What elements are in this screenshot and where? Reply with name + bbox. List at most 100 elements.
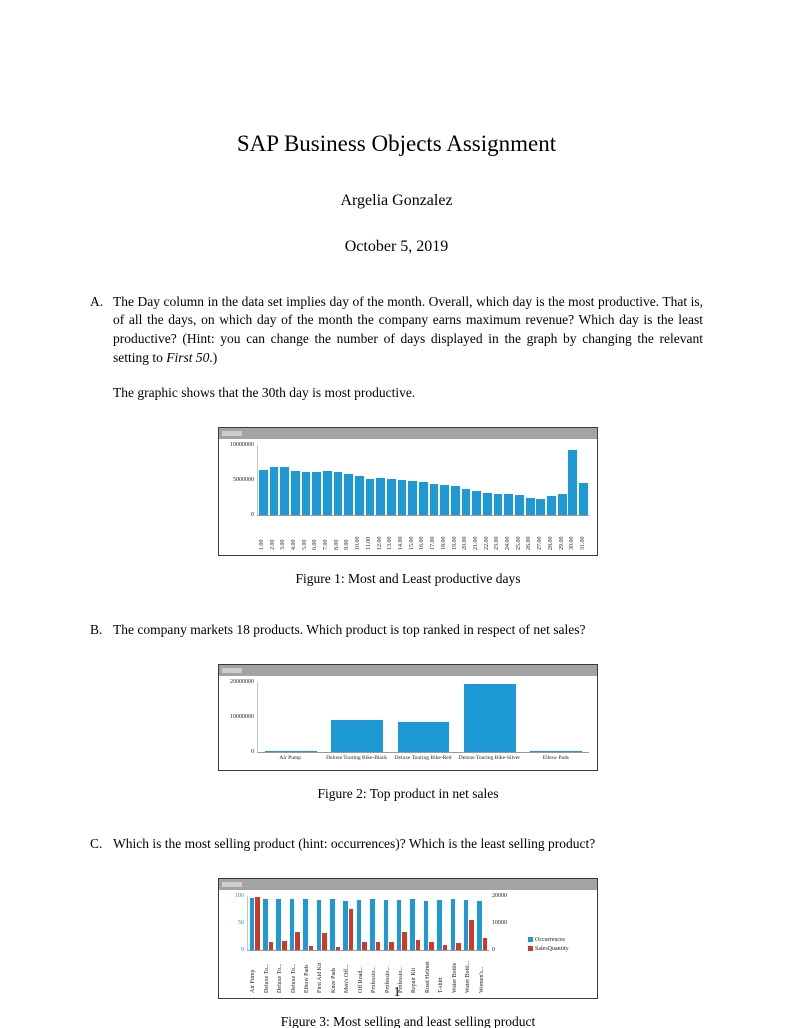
bar-group [476, 896, 489, 950]
question-b-text: The company markets 18 products. Which p… [113, 622, 586, 638]
plot-column: Air Pump Deluxe To... Deluxe To... Deluxe T… [247, 895, 489, 993]
legend-item: SalesQuantity [528, 946, 589, 952]
figure-3: 100 50 0 Air Pump Deluxe To... Deluxe To... De… [113, 877, 703, 1028]
legend-swatch [528, 946, 533, 952]
legend-label: SalesQuantity [535, 945, 569, 952]
x-tick-label: 20.00 [462, 536, 469, 551]
emphasis-first-50: First 50 [166, 350, 210, 366]
bar-slot [269, 445, 280, 516]
x-tick-label: 8.00 [333, 539, 340, 551]
y-tick-label: 10000000 [230, 442, 254, 449]
legend-item: Occurrences [528, 937, 589, 943]
x-tick-label: 28.00 [547, 536, 554, 551]
salesquantity-bar [322, 932, 327, 950]
plot-bars [257, 681, 589, 753]
chart-header-label [222, 431, 242, 437]
legend-label: Occurrences [535, 936, 565, 943]
figure2-bar-chart: 20000000 10000000 0 Air Pump Deluxe Touring … [218, 663, 598, 771]
x-tick-label: 9.00 [344, 539, 351, 551]
occurrences-bar [303, 898, 308, 950]
x-tick-label: 5.00 [301, 539, 308, 551]
figure2-caption: Figure 2: Top product in net sales [317, 785, 499, 801]
x-tick: 14.00 [396, 518, 407, 551]
bar [331, 719, 384, 752]
y-tick-label: 0 [492, 946, 495, 953]
x-tick-label: 16.00 [419, 536, 426, 551]
bar [419, 482, 428, 516]
occurrences-bar [370, 898, 375, 950]
x-tick: Deluxe Touring Bike-Silver [456, 755, 522, 765]
occurrences-bar [343, 900, 348, 950]
occurrences-bar [356, 899, 362, 950]
question-c-label: C. [90, 835, 103, 851]
y-tick-label: 10000000 [230, 713, 254, 720]
bar [515, 495, 524, 516]
x-tick-label: Deluxe Touring Bike-Black [326, 754, 388, 761]
bar-group [275, 896, 288, 950]
bar-group [435, 896, 448, 950]
x-tick-label: 12.00 [376, 536, 383, 551]
bar-slot [258, 445, 269, 516]
bar [355, 476, 364, 516]
bar-slot [375, 445, 386, 516]
bar-slot [514, 445, 525, 516]
x-tick: 18.00 [439, 518, 450, 551]
bar-slot [471, 445, 482, 516]
x-tick: 29.00 [557, 518, 568, 551]
bar [397, 480, 407, 516]
x-tick-label: 26.00 [526, 536, 533, 551]
bar-group [342, 896, 355, 950]
chart-header-bar [219, 428, 597, 440]
bar [579, 483, 588, 516]
bar-slot [567, 445, 578, 516]
document-title: SAP Business Objects Assignment [236, 131, 557, 156]
x-tick: 12.00 [375, 518, 386, 551]
question-c-body: Which is the most selling product (hint:… [113, 835, 703, 1028]
x-tick-label: 2.00 [269, 539, 276, 551]
x-tick: 10.00 [353, 518, 364, 551]
question-b-label: B. [90, 622, 103, 638]
bar-slot [386, 445, 397, 516]
x-tick: 24.00 [503, 518, 514, 551]
occurrences-bar [316, 899, 322, 950]
bar [258, 470, 268, 516]
chart-header-label [222, 881, 242, 887]
figure-1: 10000000 5000000 0 1.00 2.00 3.00 4.00 5.00 6.00… [113, 427, 703, 587]
bar-group [355, 896, 368, 950]
x-tick: 15.00 [407, 518, 418, 551]
x-tick-label: 18.00 [440, 536, 447, 551]
bar-group [395, 896, 408, 950]
bar-slot [354, 445, 365, 516]
bar [397, 721, 450, 752]
question-a-text-part1: The Day column in the data set implies d… [113, 293, 703, 366]
x-tick-label: 17.00 [430, 536, 437, 551]
bar [344, 474, 354, 516]
left-y-axis: 100 50 0 [221, 893, 247, 953]
x-tick: Elbow Pads [523, 755, 589, 765]
question-b: B. The company markets 18 products. Whic… [90, 621, 703, 802]
x-tick: 5.00 [300, 518, 311, 551]
bar-slot [290, 445, 301, 516]
bar-slot [461, 445, 472, 516]
bar-slot [418, 445, 429, 516]
bar-slot [450, 445, 461, 516]
bar-group [328, 896, 341, 950]
occurrences-bar [463, 899, 469, 950]
bar [530, 750, 582, 752]
x-axis-labels: Air Pump Deluxe Touring Bike-Black Deluxe … [257, 755, 589, 765]
y-tick-label: 0 [251, 512, 254, 519]
x-tick: 21.00 [471, 518, 482, 551]
question-a: A. The Day column in the data set implie… [90, 293, 703, 587]
question-c-text: Which is the most selling product (hint:… [113, 835, 596, 851]
x-tick-label: 19.00 [451, 536, 458, 551]
figure3-dual-axis-chart: 100 50 0 Air Pump Deluxe To... Deluxe To... De… [218, 877, 598, 999]
occurrences-bar [276, 898, 281, 950]
bar [301, 472, 311, 516]
occurrences-bar [410, 898, 415, 950]
bar-group [409, 896, 422, 950]
bar [461, 489, 471, 516]
x-tick-label: 31.00 [579, 536, 586, 551]
bar-slot [439, 445, 450, 516]
x-tick-label: 21.00 [472, 536, 479, 551]
x-tick: Air Pump [257, 755, 323, 765]
